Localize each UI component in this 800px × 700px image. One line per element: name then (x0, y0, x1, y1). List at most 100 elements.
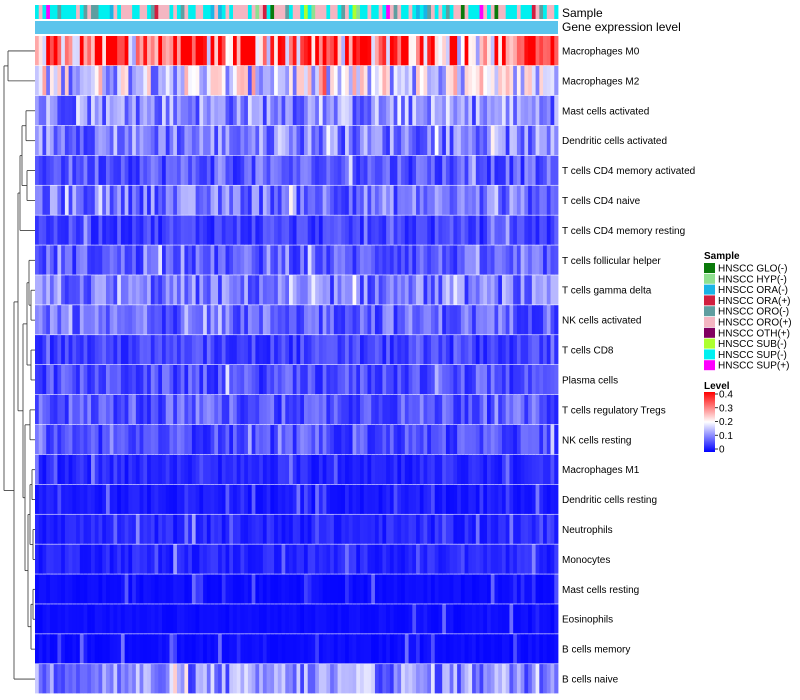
heatmap-cell (318, 604, 324, 634)
heatmap-cell (404, 424, 409, 455)
heatmap-cell (356, 544, 361, 574)
heatmap-cell (531, 215, 536, 245)
heatmap-cell (277, 394, 282, 425)
heatmap-cell (367, 65, 372, 96)
heatmap-cell (109, 335, 114, 365)
heatmap-cell (113, 125, 118, 156)
heatmap-cell (35, 275, 40, 305)
heatmap-cell (311, 245, 316, 275)
heatmap-cell (460, 155, 466, 185)
heatmap-cell (318, 155, 324, 185)
heatmap-cell (191, 65, 197, 96)
heatmap-cell (412, 125, 417, 156)
heatmap-cell (135, 544, 140, 574)
heatmap-cell (206, 335, 211, 365)
heatmap-cell (341, 394, 346, 425)
heatmap-cell (184, 275, 189, 305)
heatmap-cell (169, 215, 174, 245)
heatmap-cell (352, 65, 357, 96)
heatmap-cell (509, 305, 514, 335)
heatmap-cell (120, 65, 126, 96)
heatmap-cell (386, 125, 391, 156)
heatmap-cell (68, 604, 73, 634)
heatmap-cell (475, 454, 480, 485)
row-label: T cells CD4 memory activated (562, 166, 695, 177)
heatmap-cell (176, 125, 182, 156)
heatmap-cell (188, 125, 193, 156)
heatmap-cell (550, 514, 555, 544)
heatmap-cell (266, 484, 271, 514)
heatmap-cell (147, 424, 152, 455)
heatmap-cell (374, 245, 380, 275)
heatmap-cell (531, 36, 536, 66)
heatmap-cell (472, 424, 477, 455)
heatmap-cell (143, 335, 148, 365)
heatmap-cell (109, 305, 114, 335)
heatmap-cell (356, 484, 361, 514)
heatmap-cell (382, 335, 387, 365)
heatmap-cell (472, 215, 477, 245)
heatmap-cell (412, 514, 417, 544)
heatmap-cell (255, 36, 260, 66)
heatmap-cell (311, 664, 316, 694)
heatmap-cell (203, 454, 208, 485)
heatmap-cell (53, 634, 58, 664)
heatmap-cell (255, 454, 260, 485)
heatmap-cell (472, 365, 477, 395)
heatmap-cell (120, 544, 126, 574)
heatmap-cell (49, 544, 55, 574)
heatmap-cell (139, 36, 144, 66)
heatmap-cell (318, 424, 324, 455)
heatmap-cell (367, 125, 372, 156)
heatmap-cell (333, 604, 338, 634)
heatmap-cell (139, 394, 144, 425)
heatmap-cell (356, 394, 361, 425)
heatmap-cell (240, 604, 245, 634)
heatmap-cell (509, 95, 514, 126)
heatmap-cell (292, 424, 297, 455)
heatmap-cell (57, 125, 62, 156)
heatmap-cell (535, 604, 540, 634)
heatmap-cell (494, 36, 499, 66)
heatmap-cell (389, 155, 395, 185)
heatmap-cell (91, 335, 96, 365)
heatmap-cell (498, 454, 503, 485)
heatmap-cell (128, 335, 133, 365)
heatmap-cell (188, 365, 193, 395)
heatmap-cell (139, 335, 144, 365)
heatmap-cell (76, 245, 81, 275)
heatmap-cell (307, 544, 312, 574)
heatmap-cell (255, 394, 260, 425)
heatmap-cell (494, 484, 499, 514)
heatmap-cell (509, 335, 514, 365)
sample-track-cell (150, 5, 155, 19)
heatmap-cell (266, 36, 271, 66)
heatmap-cell (513, 215, 518, 245)
heatmap-cell (176, 365, 182, 395)
heatmap-cell (367, 544, 372, 574)
heatmap-cell (247, 275, 253, 305)
heatmap-cell (83, 604, 88, 634)
heatmap-cell (266, 634, 271, 664)
heatmap-cell (270, 95, 275, 126)
heatmap-cell (427, 95, 432, 126)
heatmap-cell (292, 36, 297, 66)
heatmap-cell (266, 125, 271, 156)
heatmap-cell (270, 215, 275, 245)
heatmap-cell (79, 185, 84, 215)
heatmap-cell (382, 544, 387, 574)
heatmap-cell (498, 335, 503, 365)
heatmap-cell (259, 245, 264, 275)
heatmap-cell (501, 335, 507, 365)
heatmap-cell (494, 155, 499, 185)
heatmap-cell (91, 125, 96, 156)
heatmap-cell (296, 454, 301, 485)
heatmap-cell (423, 634, 428, 664)
heatmap-cell (378, 634, 383, 664)
heatmap-cell (147, 65, 152, 96)
heatmap-cell (348, 365, 353, 395)
heatmap-cell (203, 634, 208, 664)
heatmap-cell (102, 484, 107, 514)
heatmap-cell (509, 65, 514, 96)
heatmap-cell (61, 36, 66, 66)
